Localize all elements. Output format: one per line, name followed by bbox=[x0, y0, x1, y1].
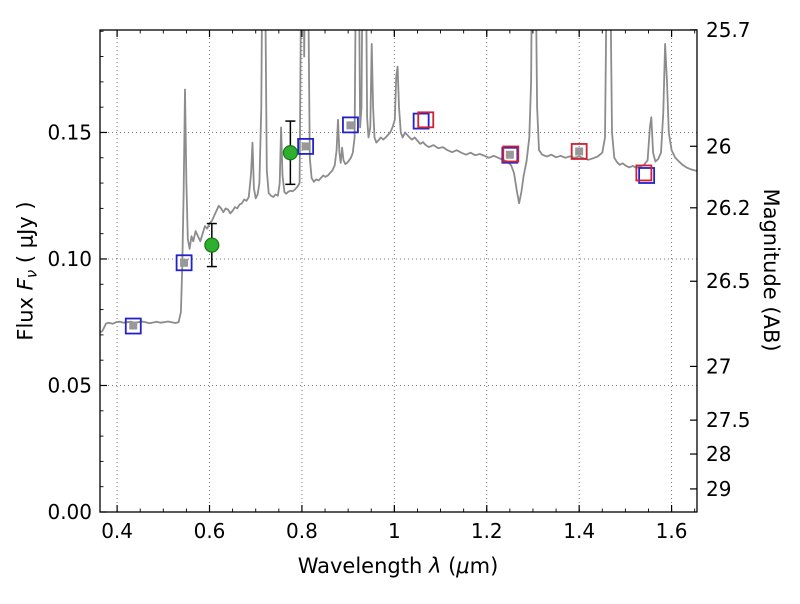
svg-text:26.2: 26.2 bbox=[706, 196, 751, 220]
lambda-symbol: λ bbox=[428, 554, 442, 578]
model-spectrum-line bbox=[100, 30, 697, 334]
svg-text:26.5: 26.5 bbox=[706, 269, 751, 293]
svg-text:0.8: 0.8 bbox=[286, 519, 318, 543]
x-axis-label-text: Wavelength bbox=[297, 554, 429, 578]
svg-text:27.5: 27.5 bbox=[706, 408, 751, 432]
svg-text:0.05: 0.05 bbox=[47, 373, 92, 397]
y-axis-label-left: Flux Fν ( μJy ) bbox=[13, 201, 41, 341]
axes-frame bbox=[99, 29, 698, 513]
red-square-markers bbox=[417, 111, 653, 182]
svg-text:25.7: 25.7 bbox=[706, 18, 751, 42]
magnitude-label-text: Magnitude (AB) bbox=[759, 188, 783, 352]
svg-text:0.4: 0.4 bbox=[101, 519, 133, 543]
svg-text:1.2: 1.2 bbox=[471, 519, 503, 543]
flux-label-text: Flux bbox=[13, 290, 38, 341]
svg-text:29: 29 bbox=[706, 477, 731, 501]
svg-text:1.4: 1.4 bbox=[563, 519, 595, 543]
model-photometry-points bbox=[129, 121, 584, 330]
svg-text:1: 1 bbox=[388, 519, 401, 543]
axis-ticks bbox=[100, 29, 697, 513]
blue-square-markers bbox=[124, 112, 656, 335]
tick-labels: 0.4 0.6 0.8 1 1.2 1.4 1.6 0.00 0.05 0.10 0.15 25.7 2… bbox=[47, 18, 750, 543]
nu-subscript: ν bbox=[22, 269, 41, 279]
svg-text:0.6: 0.6 bbox=[194, 519, 226, 543]
x-axis-label: Wavelength λ (μm) bbox=[297, 554, 499, 578]
svg-text:28: 28 bbox=[706, 442, 731, 466]
y-axis-label-right: Magnitude (AB) bbox=[759, 188, 783, 351]
mu-symbol: μ bbox=[456, 554, 470, 578]
green-circle-markers bbox=[204, 145, 298, 253]
svg-text:27: 27 bbox=[706, 354, 731, 378]
svg-text:1.6: 1.6 bbox=[656, 519, 688, 543]
svg-text:0.15: 0.15 bbox=[47, 120, 92, 144]
svg-text:0.00: 0.00 bbox=[47, 500, 92, 524]
svg-text:26: 26 bbox=[706, 134, 731, 158]
flux-F-symbol: F bbox=[13, 278, 38, 291]
svg-text:0.10: 0.10 bbox=[47, 247, 92, 271]
